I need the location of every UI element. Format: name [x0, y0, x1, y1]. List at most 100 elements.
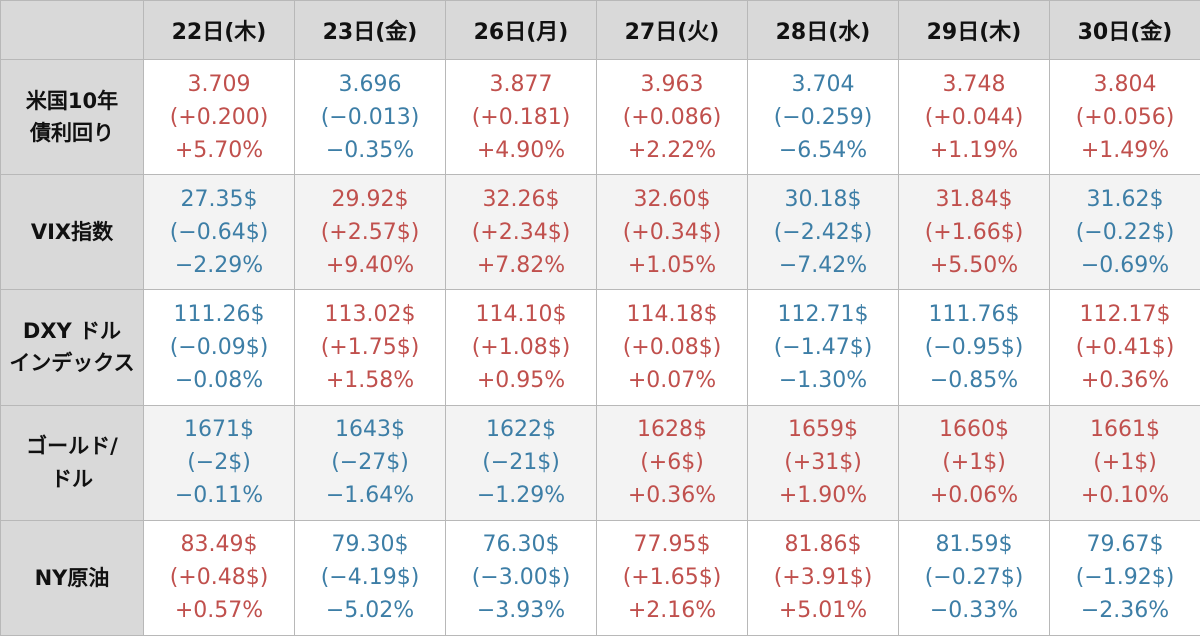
cell-change: (+0.200): [169, 104, 269, 130]
data-cell: 113.02$ (+1.75$) +1.58%: [294, 289, 446, 406]
data-cell: 81.86$ (+3.91$) +5.01%: [747, 519, 899, 636]
cell-change: (−0.95$): [924, 334, 1024, 360]
cell-change: (+1.75$): [320, 334, 420, 360]
cell-pct: +2.22%: [627, 137, 717, 163]
data-cell: 31.84$ (+1.66$) +5.50%: [898, 174, 1050, 291]
cell-pct: +0.57%: [174, 598, 264, 624]
row-label-line: インデックス: [9, 351, 135, 376]
cell-pct: +0.07%: [627, 367, 717, 393]
row-label-line: VIX指数: [30, 220, 114, 244]
cell-value: 29.92$: [331, 186, 409, 212]
cell-pct: +9.40%: [325, 252, 415, 278]
cell-pct: −2.29%: [174, 252, 264, 278]
cell-change: (−4.19$): [320, 565, 420, 591]
column-header: 22日(木): [143, 0, 295, 60]
cell-value: 114.18$: [626, 301, 718, 327]
corner-cell: [0, 0, 144, 60]
cell-pct: −2.36%: [1080, 598, 1170, 624]
cell-pct: −1.29%: [476, 483, 566, 509]
row-label: DXY ドル インデックス: [0, 289, 144, 406]
cell-value: 83.49$: [180, 532, 258, 558]
cell-change: (−3.00$): [471, 565, 571, 591]
cell-value: 3.704: [791, 71, 855, 97]
data-cell: 3.704 (−0.259) −6.54%: [747, 58, 899, 176]
cell-pct: +0.95%: [476, 367, 566, 393]
cell-pct: +0.10%: [1080, 483, 1170, 509]
cell-pct: −1.64%: [325, 483, 415, 509]
cell-change: (+0.48$): [169, 565, 269, 591]
cell-pct: −0.33%: [929, 598, 1019, 624]
data-cell: 3.709 (+0.200) +5.70%: [143, 58, 295, 176]
row-label: ゴールド/ドル: [0, 404, 144, 521]
cell-pct: −3.93%: [476, 598, 566, 624]
data-cell: 114.10$ (+1.08$) +0.95%: [445, 289, 597, 406]
cell-value: 1643$: [335, 417, 405, 443]
column-header: 28日(水): [747, 0, 899, 60]
cell-value: 111.76$: [928, 301, 1020, 327]
row-label-line: DXY ドル: [22, 318, 122, 343]
cell-pct: −1.30%: [778, 367, 868, 393]
data-cell: 1660$ (+1$) +0.06%: [898, 404, 1050, 521]
cell-change: (+1.08$): [471, 334, 571, 360]
cell-value: 31.62$: [1086, 186, 1164, 212]
data-cell: 111.76$ (−0.95$) −0.85%: [898, 289, 1050, 406]
cell-value: 1671$: [184, 417, 254, 443]
column-header: 27日(火): [596, 0, 748, 60]
cell-change: (+0.044): [924, 104, 1024, 130]
cell-value: 1659$: [788, 417, 858, 443]
cell-change: (+1$): [942, 450, 1006, 476]
cell-pct: −0.35%: [325, 137, 415, 163]
cell-pct: +1.49%: [1080, 137, 1170, 163]
cell-value: 112.71$: [777, 301, 869, 327]
data-cell: 81.59$ (−0.27$) −0.33%: [898, 519, 1050, 636]
cell-change: (−21$): [482, 450, 560, 476]
row-label-line: ゴールド/: [26, 434, 118, 459]
cell-change: (+0.08$): [622, 334, 722, 360]
cell-pct: −0.11%: [174, 483, 264, 509]
data-cell: 112.17$ (+0.41$) +0.36%: [1049, 289, 1200, 406]
cell-value: 31.84$: [935, 186, 1013, 212]
cell-pct: +1.19%: [929, 137, 1019, 163]
column-header: 23日(金): [294, 0, 446, 60]
row-label-line: NY原油: [34, 565, 110, 590]
cell-pct: +5.50%: [929, 252, 1019, 278]
cell-value: 79.30$: [331, 532, 409, 558]
cell-change: (−0.259): [773, 104, 873, 130]
cell-change: (+0.41$): [1075, 334, 1175, 360]
data-cell: 3.963 (+0.086) +2.22%: [596, 58, 748, 176]
cell-change: (−1.47$): [773, 334, 873, 360]
cell-value: 3.804: [1093, 71, 1157, 97]
cell-pct: +1.90%: [778, 483, 868, 509]
cell-pct: +1.05%: [627, 252, 717, 278]
cell-value: 3.877: [489, 71, 553, 97]
cell-pct: +0.06%: [929, 483, 1019, 509]
data-cell: 29.92$ (+2.57$) +9.40%: [294, 174, 446, 291]
cell-change: (+0.086): [622, 104, 722, 130]
cell-pct: +5.01%: [778, 598, 868, 624]
data-cell: 3.877 (+0.181) +4.90%: [445, 58, 597, 176]
row-label-line: 米国10年: [25, 88, 119, 113]
row-label: VIX指数: [0, 174, 144, 291]
cell-change: (−1.92$): [1075, 565, 1175, 591]
cell-value: 30.18$: [784, 186, 862, 212]
table-row: DXY ドル インデックス 111.26$ (−0.09$) −0.08% 113.02$…: [0, 289, 1200, 406]
cell-change: (+0.34$): [622, 219, 722, 245]
cell-value: 32.26$: [482, 186, 560, 212]
cell-pct: −7.42%: [778, 252, 868, 278]
cell-value: 81.59$: [935, 532, 1013, 558]
cell-value: 3.696: [338, 71, 402, 97]
cell-pct: −5.02%: [325, 598, 415, 624]
column-header: 26日(月): [445, 0, 597, 60]
cell-change: (+1.65$): [622, 565, 722, 591]
data-cell: 32.26$ (+2.34$) +7.82%: [445, 174, 597, 291]
row-label-line: 債利回り: [30, 121, 114, 146]
cell-value: 3.709: [187, 71, 251, 97]
cell-value: 112.17$: [1079, 301, 1171, 327]
cell-pct: −0.85%: [929, 367, 1019, 393]
row-label: NY原油: [0, 519, 144, 636]
row-label: 米国10年債利回り: [0, 58, 144, 176]
data-cell: 79.30$ (−4.19$) −5.02%: [294, 519, 446, 636]
table-row: NY原油 83.49$ (+0.48$) +0.57% 79.30$ (−4.19$) −5…: [0, 519, 1200, 636]
table-row: ゴールド/ドル 1671$ (−2$) −0.11% 1643$ (−27$) −1.64%…: [0, 404, 1200, 521]
cell-change: (−2.42$): [773, 219, 873, 245]
